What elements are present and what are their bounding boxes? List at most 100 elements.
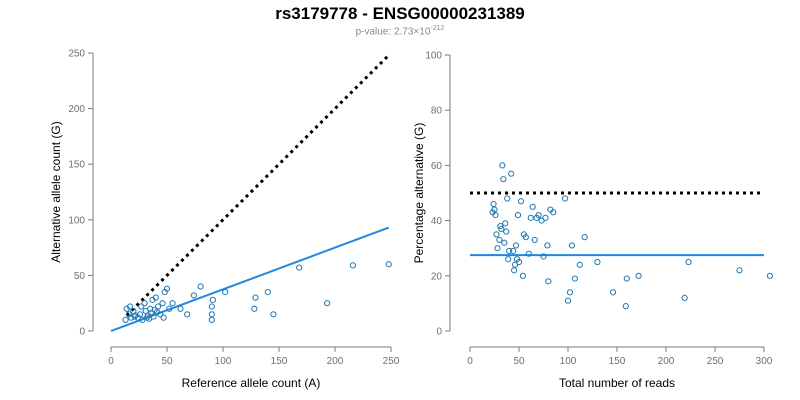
- x-tick-label: 200: [327, 356, 344, 367]
- x-tick-label: 250: [707, 356, 724, 367]
- data-point: [166, 305, 173, 312]
- y-tick-label: 60: [431, 161, 443, 172]
- data-point: [499, 162, 506, 169]
- data-point: [542, 214, 549, 221]
- data-point: [514, 211, 522, 219]
- y-tick-label: 40: [431, 216, 443, 227]
- data-point: [635, 272, 642, 279]
- data-point: [529, 203, 536, 210]
- x-tick-label: 150: [271, 356, 288, 367]
- data-point: [550, 209, 557, 216]
- p-value-prefix: p-value: 2.73×10: [355, 26, 431, 38]
- data-point: [527, 214, 534, 221]
- data-point: [154, 303, 162, 310]
- y-tick-label: 50: [74, 271, 86, 282]
- data-point: [568, 242, 576, 249]
- data-point: [540, 253, 547, 260]
- data-point: [137, 311, 144, 318]
- chart-subtitle: p-value: 2.73×10-212: [0, 25, 800, 37]
- data-point: [497, 223, 504, 230]
- data-point: [208, 303, 215, 310]
- data-point: [197, 283, 204, 290]
- x-tick-label: 50: [513, 356, 525, 367]
- data-point: [126, 303, 134, 310]
- y-tick-label: 20: [431, 271, 443, 282]
- data-point: [493, 231, 500, 238]
- y-tick-label: 250: [68, 49, 85, 60]
- data-point: [184, 311, 191, 318]
- data-point: [623, 275, 630, 282]
- data-point: [622, 303, 629, 310]
- data-point: [522, 234, 529, 241]
- data-point: [264, 288, 271, 296]
- chart-title: rs3179778 - ENSG00000231389: [275, 4, 525, 23]
- data-point: [169, 300, 176, 307]
- data-point: [349, 262, 357, 269]
- data-point: [561, 195, 569, 202]
- data-point: [209, 296, 217, 303]
- data-point: [492, 211, 499, 219]
- data-point: [252, 294, 259, 301]
- y-tick-label: 100: [68, 215, 85, 226]
- data-point: [581, 234, 588, 241]
- data-point: [498, 225, 505, 232]
- data-point: [525, 250, 532, 257]
- data-point: [503, 228, 510, 235]
- data-point: [515, 258, 523, 266]
- data-point: [122, 316, 129, 323]
- x-tick-label: 100: [215, 356, 232, 367]
- x-axis-title: Reference allele count (A): [182, 376, 321, 390]
- data-point: [490, 200, 497, 208]
- data-point: [681, 294, 688, 301]
- x-tick-label: 0: [467, 356, 473, 367]
- data-point: [594, 258, 601, 266]
- y-tick-label: 150: [68, 160, 85, 171]
- data-point: [190, 292, 197, 299]
- data-point: [324, 300, 331, 307]
- data-point: [508, 170, 515, 177]
- data-point: [141, 300, 148, 307]
- data-point: [208, 311, 215, 318]
- data-point: [506, 247, 513, 255]
- data-point: [510, 247, 517, 255]
- data-point: [296, 264, 303, 271]
- data-point: [510, 267, 518, 274]
- data-point: [147, 305, 154, 312]
- x-tick-label: 150: [609, 356, 626, 367]
- data-point: [150, 313, 157, 320]
- data-point: [177, 305, 184, 312]
- data-point: [685, 258, 692, 266]
- data-point: [494, 245, 501, 252]
- data-point: [157, 311, 164, 318]
- y-axis-title: Alternative allele count (G): [49, 121, 63, 262]
- data-point: [544, 242, 551, 249]
- data-point: [159, 300, 166, 307]
- data-point: [545, 278, 552, 285]
- data-point: [138, 303, 145, 310]
- data-point: [500, 176, 507, 183]
- data-point: [208, 316, 215, 323]
- data-point: [504, 195, 511, 202]
- data-point: [566, 289, 574, 296]
- y-axis-title: Percentage alternative (G): [412, 123, 426, 264]
- data-point: [222, 288, 229, 296]
- y-tick-label: 100: [425, 51, 442, 62]
- x-tick-label: 100: [560, 356, 577, 367]
- x-tick-label: 0: [108, 356, 114, 367]
- x-axis-title: Total number of reads: [559, 376, 675, 390]
- y-tick-label: 0: [436, 327, 442, 338]
- data-point: [519, 272, 527, 279]
- data-point: [766, 272, 773, 279]
- y-tick-label: 200: [68, 104, 85, 115]
- reference-line-dotted: [125, 54, 390, 317]
- x-tick-label: 300: [756, 356, 773, 367]
- data-point: [535, 211, 542, 219]
- y-tick-label: 0: [79, 327, 85, 338]
- data-point: [736, 267, 743, 274]
- x-tick-label: 50: [161, 356, 173, 367]
- data-point: [131, 313, 138, 320]
- data-point: [385, 261, 392, 268]
- data-point: [163, 285, 171, 292]
- data-point: [531, 236, 538, 244]
